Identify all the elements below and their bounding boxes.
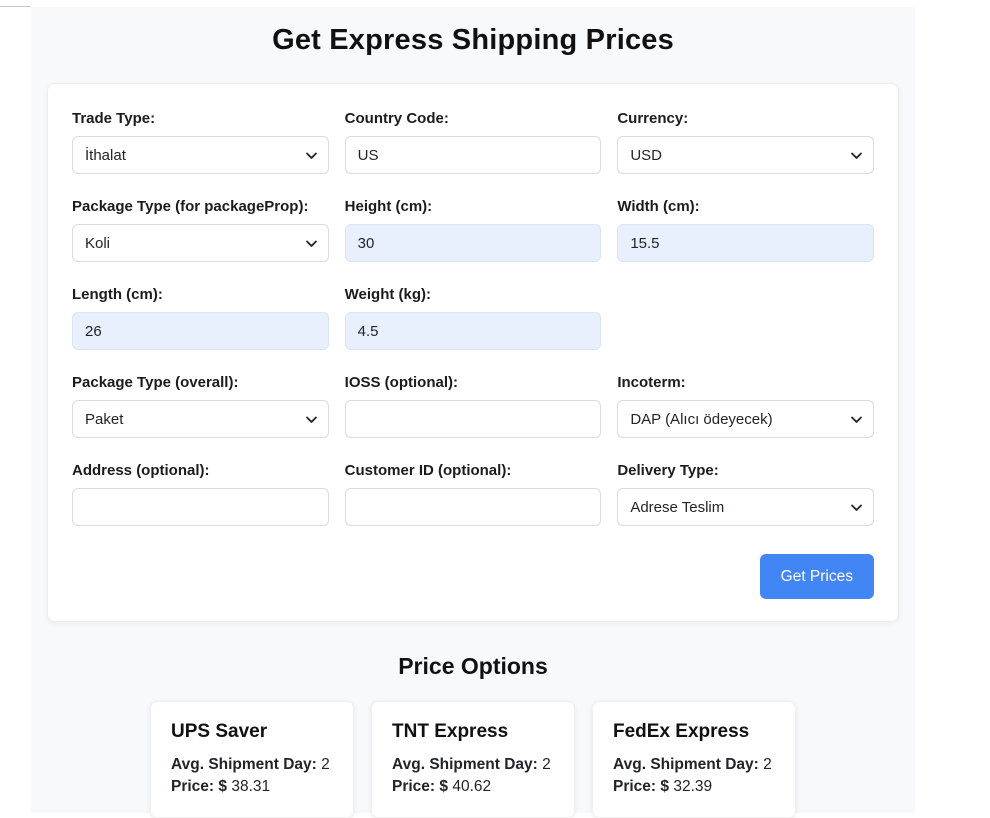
currency-select[interactable]: USD <box>617 136 874 174</box>
price-label: Price: $ <box>392 778 449 795</box>
field-package-type-overall: Package Type (overall): Paket <box>72 374 329 438</box>
incoterm-label: Incoterm: <box>617 374 686 391</box>
field-width: Width (cm): <box>617 198 874 262</box>
width-label: Width (cm): <box>617 198 700 215</box>
delivery-type-select[interactable]: Adrese Teslim <box>617 488 874 526</box>
price-card-tnt-express: TNT Express Avg. Shipment Day: 2 Price: … <box>371 701 575 818</box>
price-line: Price: $ 32.39 <box>613 778 775 796</box>
shipment-day-label: Avg. Shipment Day: <box>171 756 317 773</box>
field-ioss: IOSS (optional): <box>344 374 602 438</box>
field-delivery-type: Delivery Type: Adrese Teslim <box>617 462 874 526</box>
package-type-overall-select[interactable]: Paket <box>72 400 329 438</box>
price-value: 38.31 <box>231 778 271 795</box>
country-code-input[interactable] <box>344 136 602 174</box>
currency-label: Currency: <box>617 110 689 127</box>
field-trade-type: Trade Type: İthalat <box>72 110 329 174</box>
get-prices-button[interactable]: Get Prices <box>759 554 874 599</box>
shipment-day-label: Avg. Shipment Day: <box>613 756 759 773</box>
ioss-label: IOSS (optional): <box>344 374 458 391</box>
trade-type-select[interactable]: İthalat <box>72 136 329 174</box>
price-value: 40.62 <box>452 778 492 795</box>
field-length: Length (cm): <box>72 286 329 350</box>
delivery-type-label: Delivery Type: <box>617 462 719 479</box>
price-line: Price: $ 40.62 <box>392 778 554 796</box>
field-weight: Weight (kg): <box>344 286 602 350</box>
shipping-form-grid: Trade Type: İthalat Country Code: Curren… <box>72 110 874 526</box>
shipment-day-label: Avg. Shipment Day: <box>392 756 538 773</box>
incoterm-select[interactable]: DAP (Alıcı ödeyecek) <box>617 400 874 438</box>
page-title: Get Express Shipping Prices <box>272 24 674 56</box>
length-input[interactable] <box>72 312 329 350</box>
field-address: Address (optional): <box>72 462 329 526</box>
height-input[interactable] <box>344 224 602 262</box>
price-options-row: UPS Saver Avg. Shipment Day: 2 Price: $ … <box>31 701 915 818</box>
shipment-day-line: Avg. Shipment Day: 2 <box>171 756 333 774</box>
customer-id-label: Customer ID (optional): <box>344 462 512 479</box>
field-customer-id: Customer ID (optional): <box>344 462 602 526</box>
field-height: Height (cm): <box>344 198 602 262</box>
price-options-heading: Price Options <box>398 653 548 679</box>
customer-id-input[interactable] <box>344 488 602 526</box>
weight-input[interactable] <box>344 312 602 350</box>
shipment-day-value: 2 <box>321 756 330 773</box>
trade-type-label: Trade Type: <box>72 110 156 127</box>
shipping-form-card: Trade Type: İthalat Country Code: Curren… <box>47 83 899 622</box>
price-value: 32.39 <box>673 778 713 795</box>
price-label: Price: $ <box>171 778 228 795</box>
price-card-fedex-express: FedEx Express Avg. Shipment Day: 2 Price… <box>592 701 796 818</box>
address-input[interactable] <box>72 488 329 526</box>
shipping-price-page: Get Express Shipping Prices Trade Type: … <box>31 7 915 818</box>
field-currency: Currency: USD <box>617 110 874 174</box>
field-country-code: Country Code: <box>344 110 602 174</box>
field-package-type-prop: Package Type (for packageProp): Koli <box>72 198 329 262</box>
country-code-label: Country Code: <box>344 110 449 127</box>
price-card-ups-saver: UPS Saver Avg. Shipment Day: 2 Price: $ … <box>150 701 354 818</box>
price-label: Price: $ <box>613 778 670 795</box>
shipment-day-value: 2 <box>763 756 772 773</box>
carrier-name: UPS Saver <box>171 721 268 742</box>
weight-label: Weight (kg): <box>344 286 432 303</box>
shipment-day-value: 2 <box>542 756 551 773</box>
ioss-input[interactable] <box>344 400 602 438</box>
viewport-top-line <box>0 6 31 7</box>
height-label: Height (cm): <box>344 198 433 215</box>
carrier-name: FedEx Express <box>613 721 750 742</box>
form-actions-row: Get Prices <box>72 554 874 599</box>
field-incoterm: Incoterm: DAP (Alıcı ödeyecek) <box>617 374 874 438</box>
package-type-prop-select[interactable]: Koli <box>72 224 329 262</box>
shipment-day-line: Avg. Shipment Day: 2 <box>613 756 775 774</box>
width-input[interactable] <box>617 224 874 262</box>
package-type-prop-label: Package Type (for packageProp): <box>72 198 309 215</box>
length-label: Length (cm): <box>72 286 163 303</box>
carrier-name: TNT Express <box>392 721 509 742</box>
price-line: Price: $ 38.31 <box>171 778 333 796</box>
package-type-overall-label: Package Type (overall): <box>72 374 239 391</box>
shipment-day-line: Avg. Shipment Day: 2 <box>392 756 554 774</box>
address-label: Address (optional): <box>72 462 210 479</box>
empty-grid-cell <box>617 286 874 350</box>
